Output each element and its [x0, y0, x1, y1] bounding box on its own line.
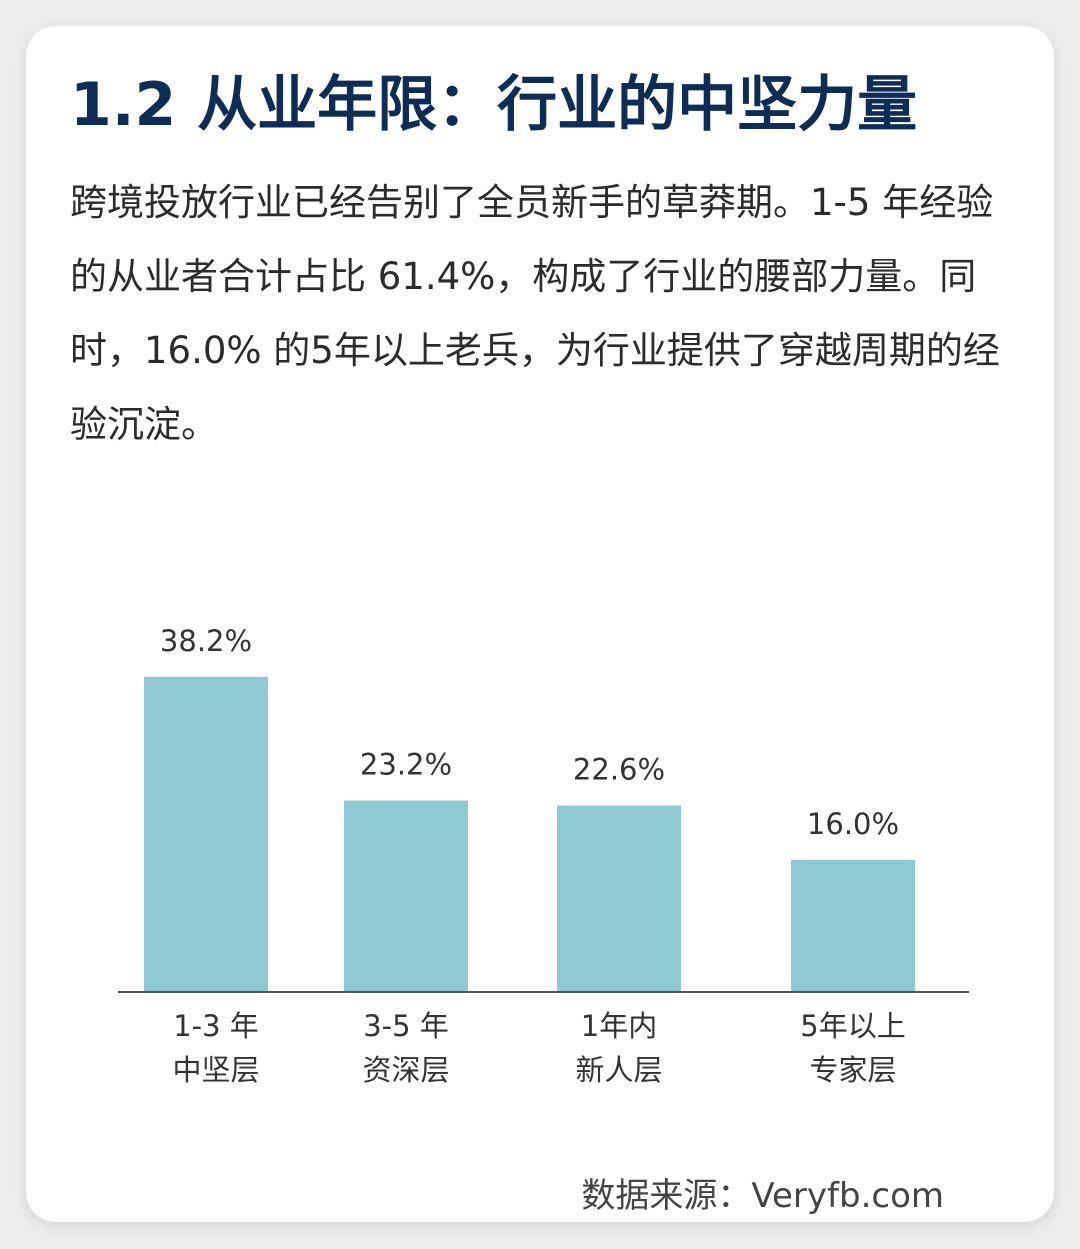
category-label-2-1: 3-5 年 — [363, 1009, 449, 1043]
value-label-1: 38.2% — [160, 624, 252, 658]
category-label-4-2: 专家层 — [809, 1053, 896, 1087]
category-label-3-1: 1年内 — [581, 1009, 657, 1043]
bar-1 — [144, 676, 268, 992]
category-label-4-1: 5年以上 — [800, 1009, 905, 1043]
category-label-1-2: 中坚层 — [172, 1053, 259, 1087]
bar-3 — [557, 805, 681, 992]
value-label-2: 23.2% — [360, 748, 452, 782]
category-label-2-2: 资深层 — [362, 1053, 449, 1087]
value-label-4: 16.0% — [807, 807, 899, 841]
bar-2 — [344, 800, 468, 992]
chart-card: 1.2 从业年限：行业的中坚力量 跨境投放行业已经告别了全员新手的草莽期。1-5… — [26, 26, 1054, 1222]
value-label-3: 22.6% — [573, 753, 665, 787]
bar-4 — [791, 860, 915, 992]
page-title: 1.2 从业年限：行业的中坚力量 — [70, 70, 918, 140]
category-label-3-2: 新人层 — [575, 1053, 662, 1087]
category-label-1-1: 1-3 年 — [173, 1009, 259, 1043]
data-source: 数据来源：Veryfb.com — [581, 1176, 944, 1216]
description-text: 跨境投放行业已经告别了全员新手的草莽期。1-5 年经验的从业者合计占比 61.4… — [70, 181, 1000, 446]
